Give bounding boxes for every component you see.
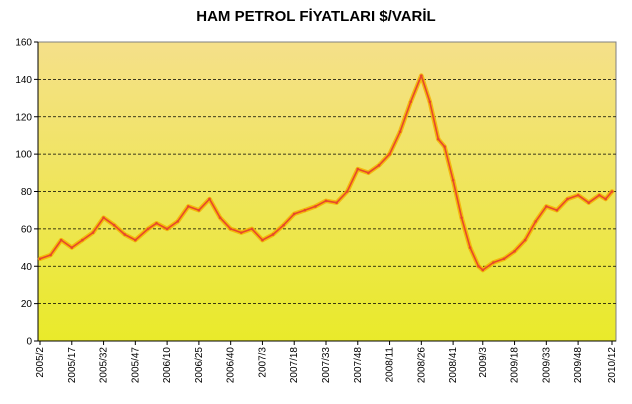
x-tick-label: 2009/3 (478, 347, 489, 378)
data-point (428, 100, 432, 104)
data-point (534, 220, 538, 223)
data-point (523, 238, 527, 242)
data-point (513, 250, 516, 253)
x-tick-label: 2005/17 (67, 347, 78, 384)
data-point (460, 216, 463, 219)
x-tick-label: 2008/41 (448, 347, 459, 384)
data-point (443, 145, 446, 148)
data-point (146, 227, 150, 231)
data-point (123, 233, 127, 236)
data-point (176, 220, 180, 223)
x-tick-label: 2006/40 (226, 347, 237, 384)
y-tick-label: 0 (26, 337, 32, 348)
x-tick-label: 2007/18 (289, 347, 300, 384)
data-point (165, 227, 169, 231)
data-point (356, 167, 360, 171)
x-tick-label: 2009/18 (510, 347, 521, 384)
data-point (597, 193, 601, 197)
data-point (420, 74, 423, 77)
data-point (271, 233, 275, 236)
data-point (545, 205, 548, 208)
y-tick-label: 60 (21, 224, 33, 235)
data-point (70, 246, 74, 249)
x-tick-label: 2009/33 (541, 347, 552, 384)
x-tick-label: 2005/2 (35, 347, 46, 378)
x-tick-label: 2008/11 (385, 347, 396, 383)
data-point (250, 227, 254, 231)
y-tick-label: 120 (15, 112, 32, 123)
y-tick-label: 40 (21, 262, 33, 273)
y-tick-label: 160 (15, 38, 32, 49)
x-tick-label: 2005/32 (99, 347, 110, 384)
data-point (292, 212, 296, 216)
data-point (468, 246, 472, 249)
data-point (102, 216, 105, 219)
data-point (282, 223, 285, 227)
data-point (303, 208, 307, 212)
data-point (208, 197, 211, 201)
y-tick-label: 140 (15, 75, 32, 86)
series-line (39, 74, 613, 271)
data-point (134, 238, 137, 242)
x-tick-label: 2005/47 (130, 347, 141, 384)
data-point (604, 197, 607, 201)
data-point (502, 257, 506, 261)
data-point (218, 216, 222, 219)
data-point (555, 208, 559, 212)
x-tick-label: 2008/26 (416, 347, 427, 384)
data-point (239, 231, 243, 234)
data-point (388, 152, 391, 156)
data-point (576, 193, 580, 197)
data-point (261, 238, 264, 242)
y-tick-label: 100 (15, 150, 32, 161)
x-tick-label: 2007/48 (353, 347, 364, 384)
data-point (314, 205, 317, 208)
x-tick-label: 2007/3 (257, 347, 268, 378)
data-point (186, 205, 190, 208)
data-point (610, 190, 614, 193)
data-point (197, 208, 201, 212)
data-point (566, 197, 569, 201)
data-point (49, 253, 52, 257)
data-point (59, 238, 63, 242)
data-point (451, 178, 455, 182)
data-point (367, 171, 370, 175)
data-point (492, 261, 495, 264)
data-point (377, 164, 381, 167)
data-point (91, 231, 95, 234)
data-point (481, 268, 485, 272)
data-point (587, 201, 590, 205)
x-tick-label: 2010/12 (607, 347, 618, 384)
x-tick-label: 2009/48 (573, 347, 584, 384)
chart-title: HAM PETROL FİYATLARI $/VARİL (196, 8, 436, 25)
x-tick-label: 2007/33 (321, 347, 332, 384)
data-point (409, 100, 413, 104)
data-point (112, 223, 116, 227)
data-point (155, 221, 158, 225)
data-point (398, 130, 402, 133)
data-point (345, 190, 349, 193)
data-point (324, 199, 328, 203)
data-point (477, 264, 480, 268)
data-point (335, 201, 338, 205)
x-tick-label: 2006/10 (162, 347, 173, 384)
x-tick-label: 2006/25 (194, 347, 205, 384)
data-point (229, 227, 232, 231)
data-point (38, 257, 42, 261)
data-point (81, 238, 84, 242)
y-tick-label: 80 (21, 187, 33, 198)
data-point (436, 137, 440, 141)
y-tick-label: 20 (21, 299, 33, 310)
